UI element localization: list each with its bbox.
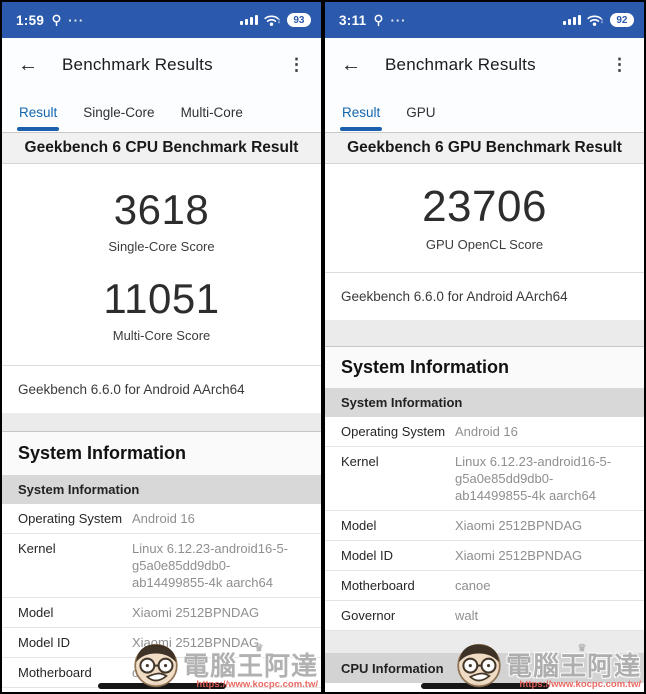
status-time: 1:59 bbox=[16, 12, 45, 28]
section-title: System Information bbox=[325, 346, 644, 388]
row-value: Xiaomi 2512BPNDAG bbox=[455, 548, 583, 563]
score-value: 11051 bbox=[103, 275, 220, 323]
row-value: Xiaomi 2512BPNDAG bbox=[455, 518, 583, 533]
row-value: Linux 6.12.23-android16-5-g5a0e85dd9db0-… bbox=[132, 541, 289, 590]
status-time: 3:11 bbox=[339, 12, 367, 28]
row-label: Kernel bbox=[18, 541, 56, 556]
signal-icon bbox=[562, 15, 581, 25]
section-gap bbox=[325, 320, 644, 346]
table-row: Model Xiaomi 2512BPNDAG bbox=[325, 511, 644, 541]
app-bar: ← Benchmark Results ⋮ bbox=[325, 38, 644, 92]
screenshot-gpu-result: 3:11 ··· 92 ← Benchmark Results ⋮ bbox=[323, 0, 646, 694]
tab-bar: Result GPU bbox=[325, 92, 644, 132]
table-row: Motherboard canoe bbox=[325, 571, 644, 601]
gesture-bar[interactable] bbox=[420, 683, 549, 689]
single-core-score: 3618 Single-Core Score bbox=[2, 186, 321, 255]
score-label: Multi-Core Score bbox=[112, 328, 211, 344]
row-value: Xiaomi 2512BPNDAG bbox=[132, 635, 260, 650]
row-label: Model bbox=[341, 518, 377, 533]
status-bar: 1:59 ··· 93 bbox=[2, 2, 321, 38]
battery-indicator: 93 bbox=[286, 13, 311, 27]
row-value: Xiaomi 2512BPNDAG bbox=[132, 605, 260, 620]
section-gap bbox=[2, 413, 321, 431]
tab-single-core[interactable]: Single-Core bbox=[83, 104, 155, 120]
geekbench-version: Geekbench 6.6.0 for Android AArch64 bbox=[2, 365, 321, 413]
gpu-opencl-score: 23706 GPU OpenCL Score bbox=[325, 182, 644, 253]
app-bar: ← Benchmark Results ⋮ bbox=[2, 38, 321, 92]
row-value: Android 16 bbox=[455, 424, 518, 439]
table-row: Model ID Xiaomi 2512BPNDAG bbox=[2, 628, 321, 658]
back-icon[interactable]: ← bbox=[18, 54, 38, 76]
menu-kebab-icon[interactable]: ⋮ bbox=[611, 55, 628, 74]
row-value: canoe bbox=[132, 665, 168, 680]
row-label: Motherboard bbox=[341, 578, 415, 593]
screenshot-cpu-result: 1:59 ··· 93 ← Benchmark Results ⋮ bbox=[0, 0, 323, 694]
cpu-information-header: CPU Information bbox=[325, 653, 644, 683]
row-value: Linux 6.12.23-android16-5-g5a0e85dd9db0-… bbox=[455, 454, 612, 503]
location-icon bbox=[51, 14, 62, 27]
table-row: Kernel Linux 6.12.23-android16-5-g5a0e85… bbox=[2, 534, 321, 598]
score-area: 23706 GPU OpenCL Score bbox=[325, 164, 644, 272]
score-label: GPU OpenCL Score bbox=[425, 237, 544, 253]
tab-gpu[interactable]: GPU bbox=[406, 104, 436, 120]
table-row: Operating System Android 16 bbox=[325, 417, 644, 447]
row-value: canoe bbox=[455, 578, 491, 593]
status-overflow-icon: ··· bbox=[68, 12, 85, 28]
menu-kebab-icon[interactable]: ⋮ bbox=[288, 55, 305, 74]
table-row: Governor walt bbox=[325, 601, 644, 631]
result-header: Geekbench 6 CPU Benchmark Result bbox=[2, 132, 321, 164]
geekbench-version: Geekbench 6.6.0 for Android AArch64 bbox=[325, 272, 644, 320]
tab-result[interactable]: Result bbox=[329, 92, 393, 132]
multi-core-score: 11051 Multi-Core Score bbox=[2, 275, 321, 344]
score-value: 23706 bbox=[422, 182, 547, 231]
battery-indicator: 92 bbox=[609, 13, 634, 27]
table-row: Model Xiaomi 2512BPNDAG bbox=[2, 598, 321, 628]
table-row: Kernel Linux 6.12.23-android16-5-g5a0e85… bbox=[325, 447, 644, 511]
row-value: walt bbox=[455, 608, 479, 623]
section-title: System Information bbox=[2, 431, 321, 475]
row-label: Operating System bbox=[341, 424, 446, 439]
page-title: Benchmark Results bbox=[62, 55, 213, 74]
wifi-icon bbox=[587, 14, 604, 27]
row-value: Android 16 bbox=[132, 511, 195, 526]
score-value: 3618 bbox=[113, 186, 210, 233]
result-header: Geekbench 6 GPU Benchmark Result bbox=[325, 132, 644, 164]
row-label: Model ID bbox=[18, 635, 71, 650]
row-label: Motherboard bbox=[18, 665, 92, 680]
tab-bar: Result Single-Core Multi-Core bbox=[2, 92, 321, 132]
table-row: Operating System Android 16 bbox=[2, 504, 321, 534]
status-bar: 3:11 ··· 92 bbox=[325, 2, 644, 38]
row-label: Operating System bbox=[18, 511, 123, 526]
subsection-header: System Information bbox=[2, 475, 321, 504]
score-area: 3618 Single-Core Score 11051 Multi-Core … bbox=[2, 164, 321, 365]
score-label: Single-Core Score bbox=[108, 239, 215, 255]
table-row: Model ID Xiaomi 2512BPNDAG bbox=[325, 541, 644, 571]
row-label: Governor bbox=[341, 608, 396, 623]
row-label: Kernel bbox=[341, 454, 379, 469]
subsection-header: System Information bbox=[325, 388, 644, 417]
location-icon bbox=[373, 14, 384, 27]
row-label: Model bbox=[18, 605, 54, 620]
tab-result[interactable]: Result bbox=[6, 92, 70, 132]
tab-multi-core[interactable]: Multi-Core bbox=[180, 104, 243, 120]
wifi-icon bbox=[264, 14, 281, 27]
back-icon[interactable]: ← bbox=[341, 54, 361, 76]
gesture-bar[interactable] bbox=[97, 683, 226, 689]
row-label: Model ID bbox=[341, 548, 394, 563]
status-overflow-icon: ··· bbox=[390, 12, 407, 28]
page-title: Benchmark Results bbox=[385, 55, 536, 74]
signal-icon bbox=[239, 15, 258, 25]
section-gap bbox=[325, 631, 644, 653]
